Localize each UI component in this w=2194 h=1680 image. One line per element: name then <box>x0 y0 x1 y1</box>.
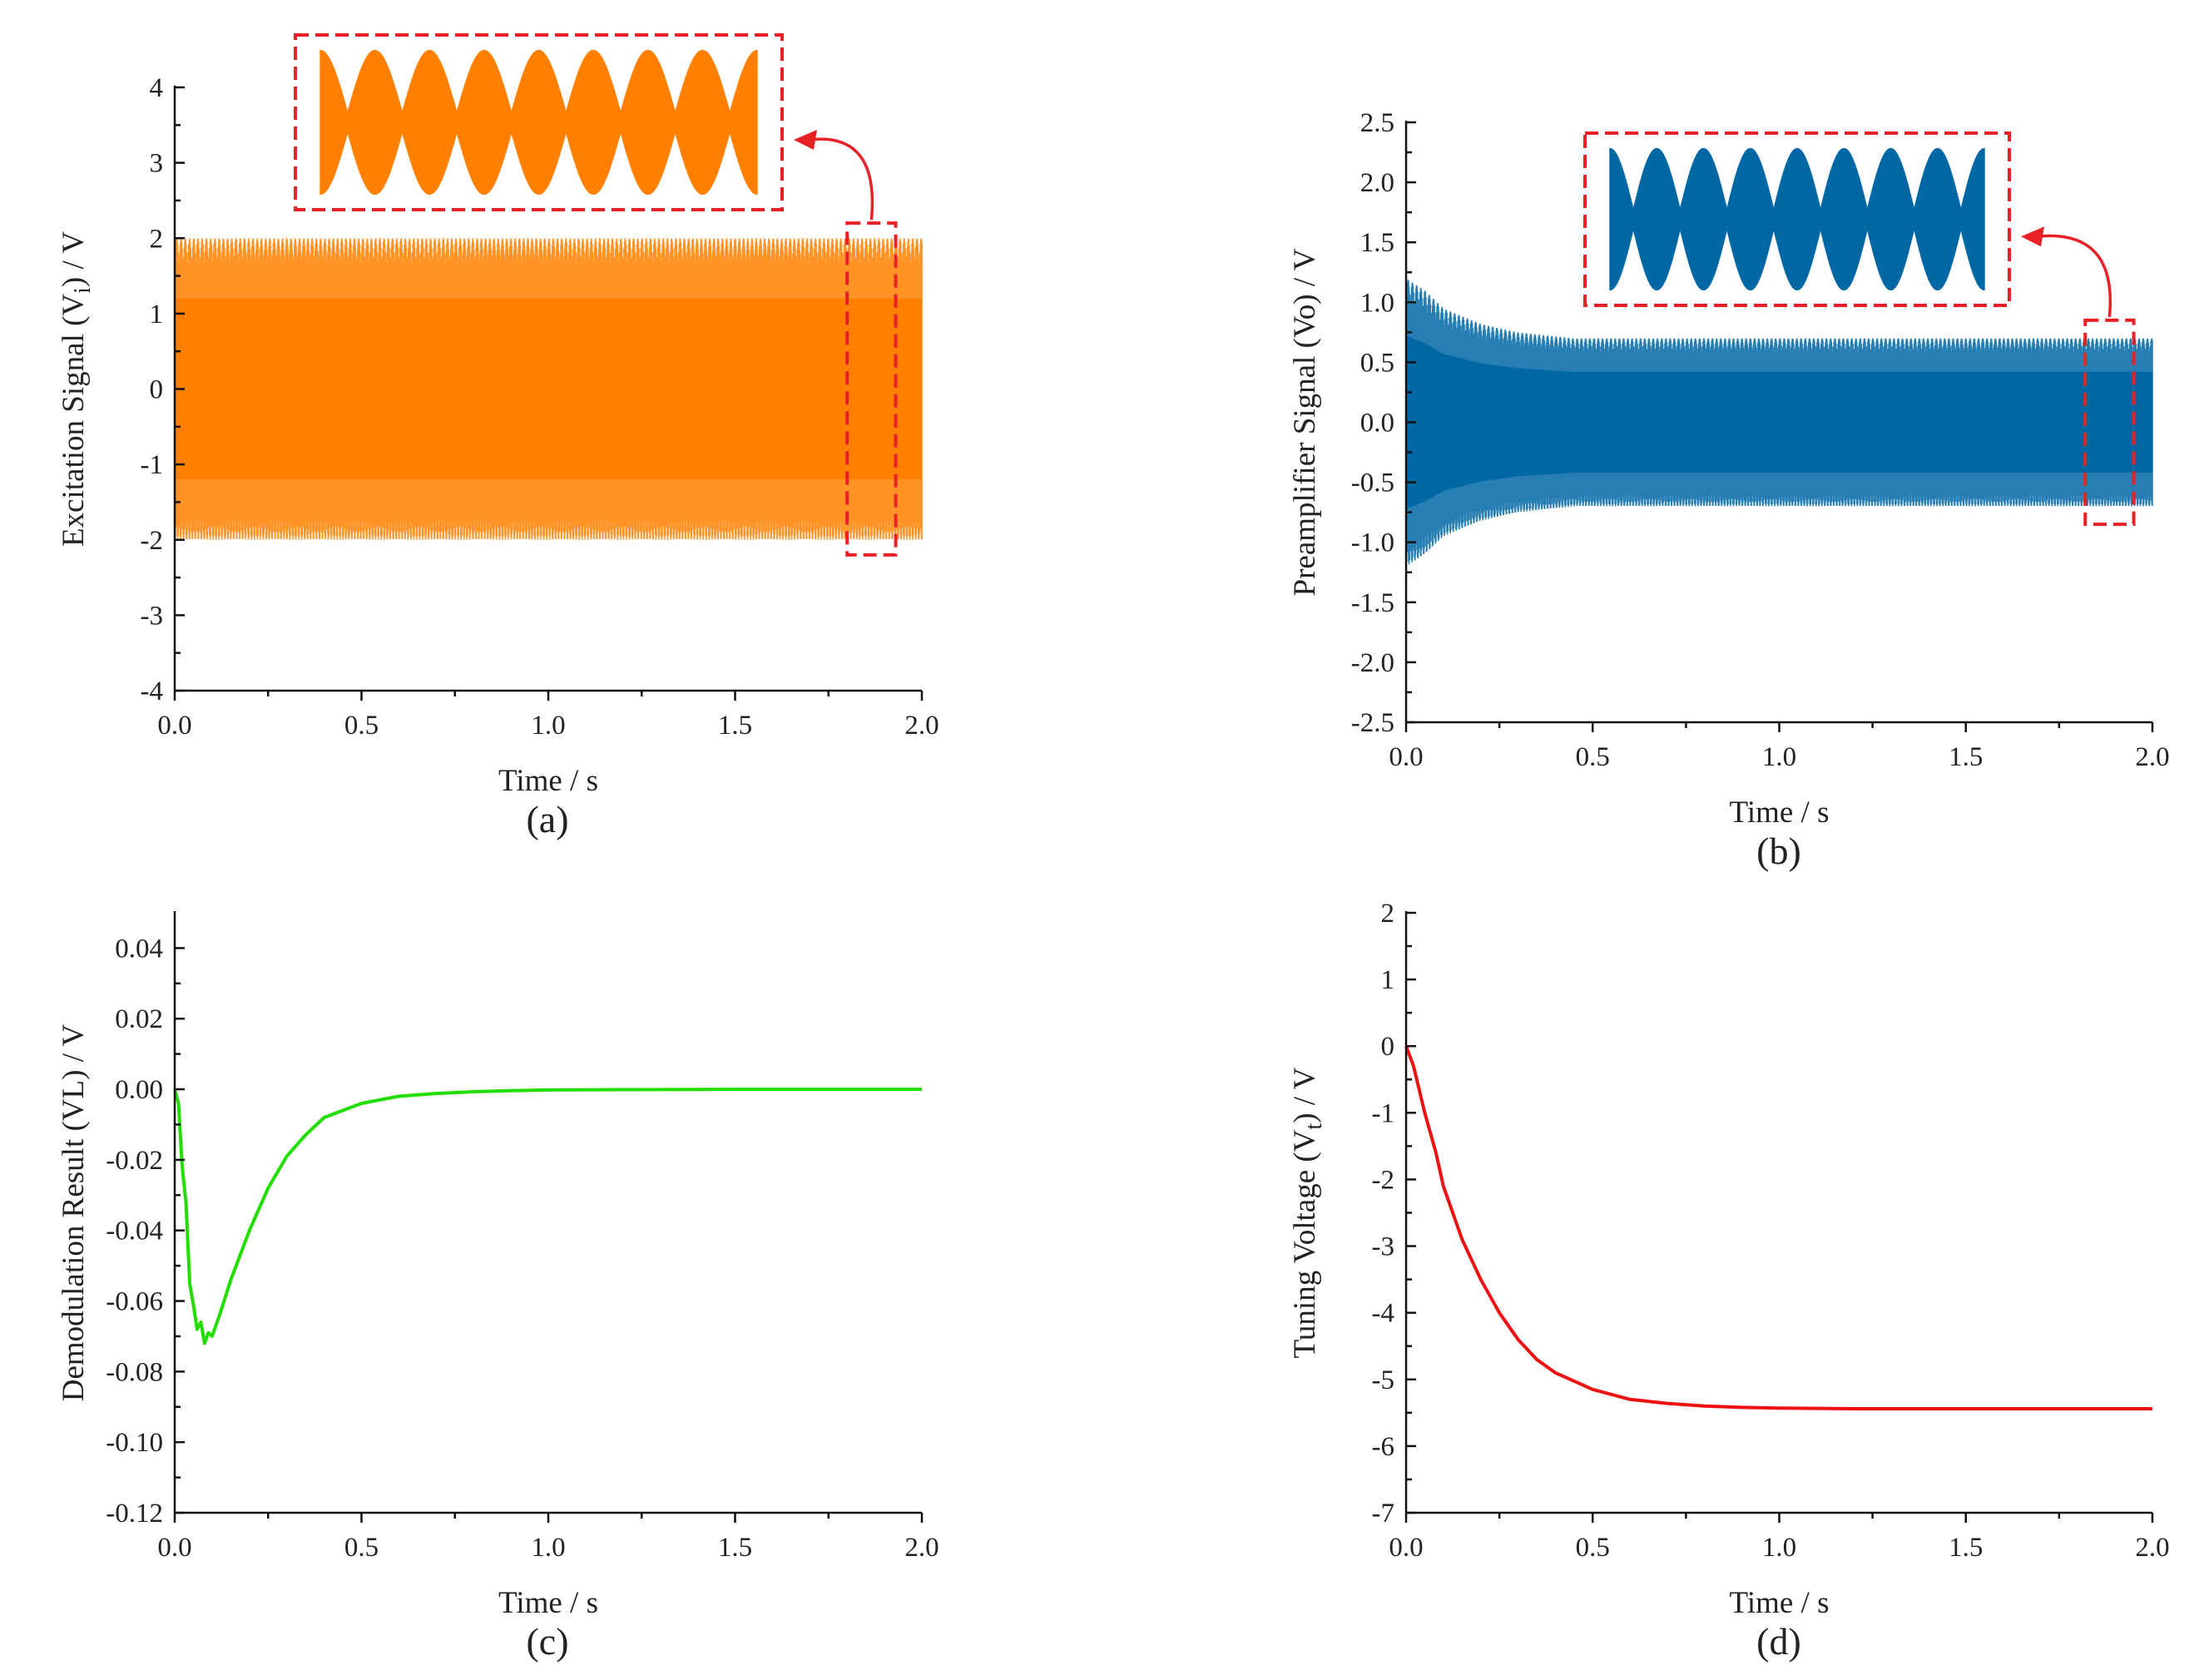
y-tick-label-d-2: -5 <box>1372 1365 1395 1395</box>
y-tick-label-a-8: 4 <box>150 73 164 103</box>
y-tick-label-d-4: -3 <box>1372 1232 1395 1262</box>
inset-waveform-b <box>1609 148 1985 290</box>
zoom-window-a <box>845 221 898 557</box>
y-tick-label-b-0: -2.5 <box>1351 708 1394 738</box>
y-tick-label-b-1: -2.0 <box>1351 648 1394 678</box>
x-axis-title-b: Time / s <box>1730 795 1830 830</box>
series-a-0-core <box>175 298 922 480</box>
y-tick-label-c-5: -0.02 <box>106 1146 163 1176</box>
y-tick-label-c-0: -0.12 <box>106 1499 163 1529</box>
x-tick-label-d-1: 0.5 <box>1576 1533 1610 1563</box>
y-axis-title-main: Excitation Signal (V <box>57 294 91 547</box>
series-line-d-0 <box>1404 1045 2152 1410</box>
y-tick-label-a-2: -2 <box>141 526 164 556</box>
y-axis-title-main: Tuning Voltage (V <box>1288 1129 1322 1358</box>
y-tick-label-b-3: -1.0 <box>1351 528 1394 558</box>
x-tick-label-c-1: 0.5 <box>344 1533 379 1563</box>
x-tick-label-a-4: 2.0 <box>904 711 939 741</box>
y-tick-label-b-8: 1.5 <box>1360 228 1394 258</box>
y-tick-label-c-8: 0.04 <box>115 934 163 964</box>
y-tick-label-d-6: -1 <box>1372 1098 1395 1128</box>
y-axis-title-sub: t <box>1301 1123 1327 1130</box>
panel-label-d: (d) <box>1756 1620 1801 1663</box>
y-axis-title-c: Demodulation Result (VL) / V <box>57 1023 91 1401</box>
y-tick-label-a-7: 3 <box>150 149 164 179</box>
y-tick-label-c-6: 0.00 <box>115 1075 163 1105</box>
x-tick-label-b-2: 1.0 <box>1762 742 1796 772</box>
y-tick-label-c-1: -0.10 <box>106 1428 163 1458</box>
y-tick-label-d-0: -7 <box>1372 1499 1395 1529</box>
chart-panel-a: 0.0 0.5 1.0 1.5 2.0 -4 -3 -2 -1 0 1 2 3 4 Time / s Exci… <box>57 33 939 840</box>
y-tick-label-a-1: -3 <box>141 601 164 631</box>
y-tick-label-a-3: -1 <box>141 450 164 480</box>
x-axis-title-a: Time / s <box>498 764 598 798</box>
x-axis-title-c: Time / s <box>498 1586 598 1620</box>
zoom-window-b <box>2083 318 2136 527</box>
x-tick-label-c-3: 1.5 <box>718 1533 752 1563</box>
y-tick-label-b-10: 2.5 <box>1360 108 1394 138</box>
panel-label-b: (b) <box>1756 830 1801 872</box>
x-tick-label-d-0: 0.0 <box>1389 1533 1423 1563</box>
chart-panel-d: 0.0 0.5 1.0 1.5 2.0 -7 -6 -5 -4 -3 -2 -1 0 1 2 Time / s… <box>1288 899 2170 1663</box>
zoom-arrow-a <box>808 137 874 221</box>
series-line-c-0 <box>173 1088 922 1345</box>
y-axis-title-main: Demodulation Result (VL) / V <box>57 1023 91 1401</box>
x-tick-label-d-4: 2.0 <box>2135 1533 2169 1563</box>
chart-panel-b: 0.0 0.5 1.0 1.5 2.0 -2.5 -2.0 -1.5 -1.0 -0.5 0.0 0.… <box>1288 108 2170 872</box>
series-b-0-core <box>1406 335 2152 509</box>
panel-label-c: (c) <box>526 1620 568 1663</box>
x-tick-label-d-2: 1.0 <box>1762 1533 1796 1563</box>
zoom-arrowhead-a <box>794 130 817 150</box>
x-axis-title-d: Time / s <box>1730 1586 1830 1620</box>
y-axis-title-main: Preamplifier Signal (Vo) / V <box>1288 248 1322 596</box>
zoom-arrowhead-b <box>2021 226 2044 247</box>
x-tick-label-c-4: 2.0 <box>904 1533 939 1563</box>
y-tick-label-c-2: -0.08 <box>106 1357 163 1387</box>
x-tick-label-c-2: 1.0 <box>531 1533 565 1563</box>
inset-waveform-a <box>319 50 758 195</box>
y-tick-label-b-7: 1.0 <box>1360 288 1394 318</box>
zoom-arrow-b <box>2035 234 2112 318</box>
x-tick-label-c-0: 0.0 <box>157 1533 191 1563</box>
y-tick-label-d-7: 0 <box>1381 1032 1395 1062</box>
y-axis-title-a: Excitation Signal (Vi) / V <box>57 231 96 547</box>
x-tick-label-d-3: 1.5 <box>1949 1533 1983 1563</box>
y-axis-title-d: Tuning Voltage (Vt) / V <box>1288 1067 1327 1358</box>
y-tick-label-c-7: 0.02 <box>115 1004 163 1034</box>
y-axis-title-sub: i <box>70 287 96 294</box>
y-tick-label-b-5: 0.0 <box>1360 409 1394 439</box>
x-tick-label-a-0: 0.0 <box>157 711 191 741</box>
y-tick-label-b-9: 2.0 <box>1360 168 1394 198</box>
y-tick-label-d-5: -2 <box>1372 1165 1395 1195</box>
x-tick-label-b-1: 0.5 <box>1576 742 1610 772</box>
y-axis-title-b: Preamplifier Signal (Vo) / V <box>1288 248 1322 596</box>
x-tick-label-b-3: 1.5 <box>1949 742 1983 772</box>
y-tick-label-d-9: 2 <box>1381 899 1395 929</box>
y-tick-label-a-0: -4 <box>141 676 164 706</box>
panel-label-a: (a) <box>526 798 568 840</box>
y-tick-label-a-4: 0 <box>150 375 164 405</box>
y-tick-label-b-6: 0.5 <box>1360 348 1394 378</box>
y-tick-label-d-1: -6 <box>1372 1432 1395 1462</box>
x-tick-label-a-3: 1.5 <box>718 711 752 741</box>
y-tick-label-b-2: -1.5 <box>1351 588 1394 618</box>
y-tick-label-d-8: 1 <box>1381 965 1395 995</box>
y-axis-title-tail: ) / V <box>1288 1067 1322 1122</box>
y-axis-title-tail: ) / V <box>57 231 91 287</box>
x-tick-label-b-4: 2.0 <box>2135 742 2169 772</box>
y-tick-label-c-4: -0.04 <box>106 1217 163 1246</box>
x-tick-label-a-2: 1.0 <box>531 711 565 741</box>
chart-panel-c: 0.0 0.5 1.0 1.5 2.0 -0.12 -0.10 -0.08 -0.06 -0.04… <box>57 911 939 1663</box>
y-tick-label-a-5: 1 <box>150 300 164 330</box>
y-tick-label-a-6: 2 <box>150 224 164 254</box>
x-tick-label-b-0: 0.0 <box>1389 742 1423 772</box>
y-tick-label-b-4: -0.5 <box>1351 468 1394 498</box>
y-tick-label-d-3: -4 <box>1372 1299 1395 1329</box>
y-tick-label-c-3: -0.06 <box>106 1287 163 1317</box>
x-tick-label-a-1: 0.5 <box>344 711 379 741</box>
